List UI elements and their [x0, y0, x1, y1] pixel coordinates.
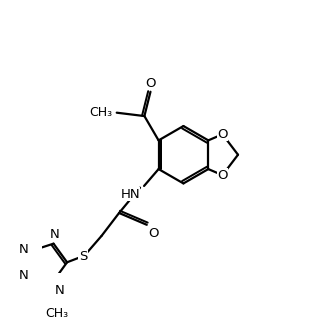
- Text: HN: HN: [120, 188, 140, 201]
- Text: N: N: [19, 243, 28, 256]
- Text: O: O: [217, 169, 228, 182]
- Text: O: O: [148, 228, 159, 241]
- Text: N: N: [19, 269, 28, 282]
- Text: CH₃: CH₃: [90, 106, 113, 119]
- Text: O: O: [217, 128, 228, 141]
- Text: S: S: [79, 250, 87, 263]
- Text: O: O: [145, 77, 156, 90]
- Text: N: N: [50, 228, 60, 241]
- Text: N: N: [55, 284, 65, 297]
- Text: CH₃: CH₃: [45, 307, 69, 320]
